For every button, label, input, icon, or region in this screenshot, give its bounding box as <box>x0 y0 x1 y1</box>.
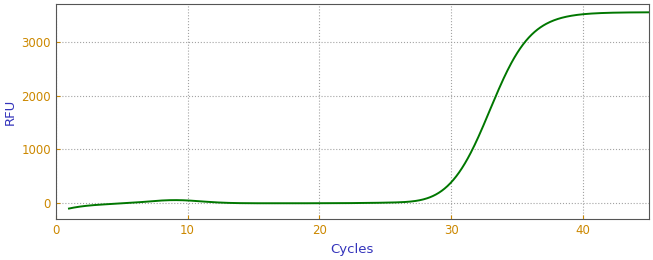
Y-axis label: RFU: RFU <box>4 99 17 125</box>
X-axis label: Cycles: Cycles <box>330 243 374 256</box>
